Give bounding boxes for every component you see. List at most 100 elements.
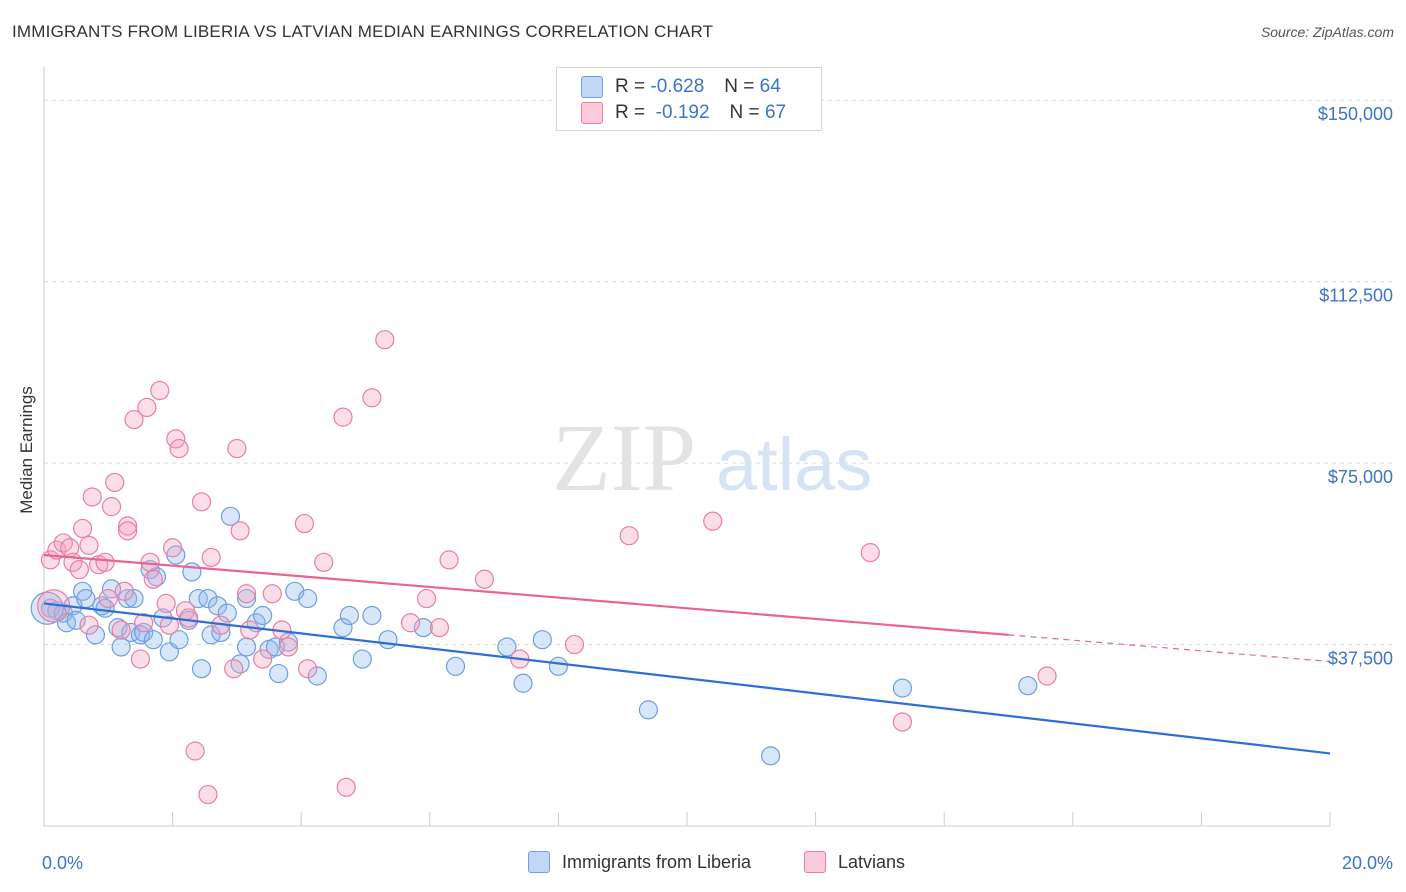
data-point [179, 608, 199, 628]
data-point [85, 625, 106, 645]
y-tick-label: $150,000 [1318, 104, 1393, 124]
r-value-latvians: -0.192 [655, 102, 710, 123]
data-point [413, 618, 433, 638]
data-point [134, 622, 154, 643]
data-point [892, 678, 913, 698]
liberia-legend-swatch [528, 851, 550, 873]
data-point [150, 380, 170, 401]
n-value-latvians: 67 [764, 102, 787, 123]
data-point [169, 630, 189, 650]
data-point [564, 634, 585, 655]
data-point [137, 397, 157, 418]
legend-item-liberia[interactable]: Immigrants from Liberia [528, 851, 751, 873]
y-tick-label: $75,000 [1328, 467, 1393, 487]
x-tick-label-min: 0.0% [42, 853, 83, 873]
data-point [227, 438, 247, 459]
data-point [108, 618, 128, 638]
data-point [134, 613, 154, 633]
data-point [333, 618, 353, 638]
latvians-legend-swatch [804, 851, 826, 873]
trend-line-latvians [43, 553, 1009, 636]
data-point [72, 518, 93, 539]
data-point [111, 620, 131, 640]
trend-line-liberia [43, 602, 1331, 755]
data-point [236, 637, 257, 657]
data-point [117, 521, 138, 541]
x-tick-label-max: 20.0% [1342, 853, 1393, 873]
data-point [79, 615, 99, 635]
n-label: N = [729, 102, 760, 123]
data-point [400, 613, 421, 633]
legend-row-liberia: R = -0.628 N = 64 [581, 74, 781, 100]
y-tick-label: $112,500 [1319, 286, 1393, 306]
data-point [298, 659, 318, 679]
r-label: R = [615, 76, 646, 97]
data-point [66, 610, 86, 630]
data-point [114, 581, 134, 601]
data-point [375, 330, 395, 350]
data-point [269, 663, 289, 684]
legend-row-latvians: R = -0.192 N = 67 [581, 100, 786, 126]
data-point [298, 588, 318, 609]
n-label: N = [724, 76, 755, 97]
series-latvians [37, 330, 1057, 805]
data-point [76, 588, 96, 609]
latvians-legend-label: Latvians [838, 851, 906, 872]
data-point [224, 659, 244, 679]
axes [43, 66, 1331, 827]
legend-item-latvians[interactable]: Latvians [804, 851, 905, 873]
trend-line-extension [1008, 634, 1331, 663]
data-point [294, 513, 315, 534]
x-tick-labels: 0.0% 20.0% [42, 853, 1393, 873]
data-point [240, 620, 260, 640]
data-point [497, 637, 517, 657]
data-point [253, 649, 273, 669]
data-point [185, 741, 205, 761]
data-point [638, 700, 659, 720]
data-point [703, 511, 723, 531]
data-point [362, 605, 382, 626]
data-point [159, 615, 179, 635]
data-point [548, 656, 569, 676]
data-point [191, 492, 212, 512]
data-point [860, 543, 880, 563]
data-point [79, 535, 99, 555]
data-point [82, 487, 102, 507]
liberia-swatch [581, 76, 603, 98]
y-axis-label-text: Median Earnings [17, 386, 36, 514]
data-point [1018, 676, 1038, 696]
watermark-zip: ZIP [552, 404, 696, 511]
data-point [198, 588, 218, 609]
series-liberia [30, 506, 1038, 766]
data-point [101, 497, 122, 517]
data-point [143, 630, 163, 650]
data-point [619, 526, 639, 546]
r-value-liberia: -0.628 [650, 76, 705, 97]
data-point [191, 659, 212, 679]
data-point [98, 588, 118, 609]
series-legend: Immigrants from Liberia Latvians [0, 851, 1406, 877]
data-point [105, 472, 125, 493]
data-point [169, 438, 189, 459]
data-point [278, 632, 298, 652]
source-label: Source: ZipAtlas.com [1260, 24, 1394, 40]
data-point [130, 649, 151, 669]
data-point [262, 584, 282, 604]
data-point [760, 746, 781, 766]
grid-lines [44, 99, 1394, 646]
chart-title: IMMIGRANTS FROM LIBERIA VS LATVIAN MEDIA… [12, 22, 714, 41]
data-point [362, 388, 382, 408]
data-point [439, 550, 459, 570]
y-tick-labels: $150,000 $112,500 $75,000 $37,500 [1318, 104, 1393, 668]
stats-legend: R = -0.628 N = 64 R = -0.192 N = 67 [556, 67, 822, 131]
y-axis-label: Median Earnings [17, 386, 36, 514]
data-point [892, 712, 913, 732]
data-point [117, 516, 138, 536]
data-point [416, 588, 437, 609]
data-point [163, 538, 183, 558]
latvians-swatch [581, 102, 603, 124]
data-point [201, 547, 221, 568]
data-point [220, 506, 241, 526]
data-point [124, 588, 144, 609]
data-point [188, 588, 208, 609]
